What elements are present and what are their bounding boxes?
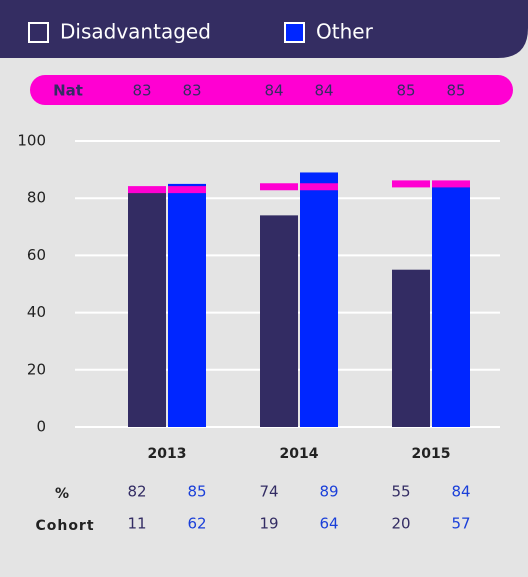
national-marker: [432, 180, 470, 188]
y-tick-label: 80: [27, 189, 46, 207]
bar: [392, 269, 430, 427]
cohort-value: 64: [319, 515, 338, 533]
national-marker: [168, 186, 206, 194]
bar: [260, 215, 298, 427]
percent-value: 85: [187, 483, 206, 501]
percent-label: %: [55, 486, 69, 502]
national-value: 84: [264, 82, 283, 100]
national-value: 85: [396, 82, 415, 100]
cohort-value: 20: [391, 515, 410, 533]
national-value: 85: [446, 82, 465, 100]
legend-label: Disadvantaged: [60, 20, 211, 44]
percent-value: 84: [451, 483, 470, 501]
national-value: 83: [182, 82, 201, 100]
percent-value: 82: [127, 483, 146, 501]
cohort-value: 19: [259, 515, 278, 533]
national-marker: [300, 183, 338, 191]
legend-swatch: [284, 22, 305, 43]
y-tick-label: 100: [17, 132, 46, 150]
x-tick-label: 2013: [148, 446, 187, 462]
bar: [300, 172, 338, 427]
cohort-value: 57: [451, 515, 470, 533]
cohort-label: Cohort: [35, 518, 94, 534]
cohort-value: 62: [187, 515, 206, 533]
x-tick-label: 2015: [412, 446, 451, 462]
national-pill: [30, 75, 513, 105]
national-marker: [260, 183, 298, 191]
percent-value: 55: [391, 483, 410, 501]
percent-value: 74: [259, 483, 278, 501]
percent-value: 89: [319, 483, 338, 501]
national-value: 84: [314, 82, 333, 100]
y-tick-label: 20: [27, 360, 46, 378]
y-tick-label: 60: [27, 246, 46, 264]
legend-band: [0, 0, 528, 58]
legend-swatch: [28, 22, 49, 43]
bar: [168, 183, 206, 427]
y-tick-label: 40: [27, 303, 46, 321]
national-marker: [392, 180, 430, 188]
x-tick-label: 2014: [280, 446, 319, 462]
cohort-value: 11: [127, 515, 146, 533]
bar: [128, 192, 166, 427]
national-marker: [128, 186, 166, 194]
bar: [432, 186, 470, 427]
national-label: Nat: [53, 82, 83, 100]
legend-label: Other: [316, 20, 374, 44]
national-value: 83: [132, 82, 151, 100]
y-tick-label: 0: [36, 418, 46, 436]
